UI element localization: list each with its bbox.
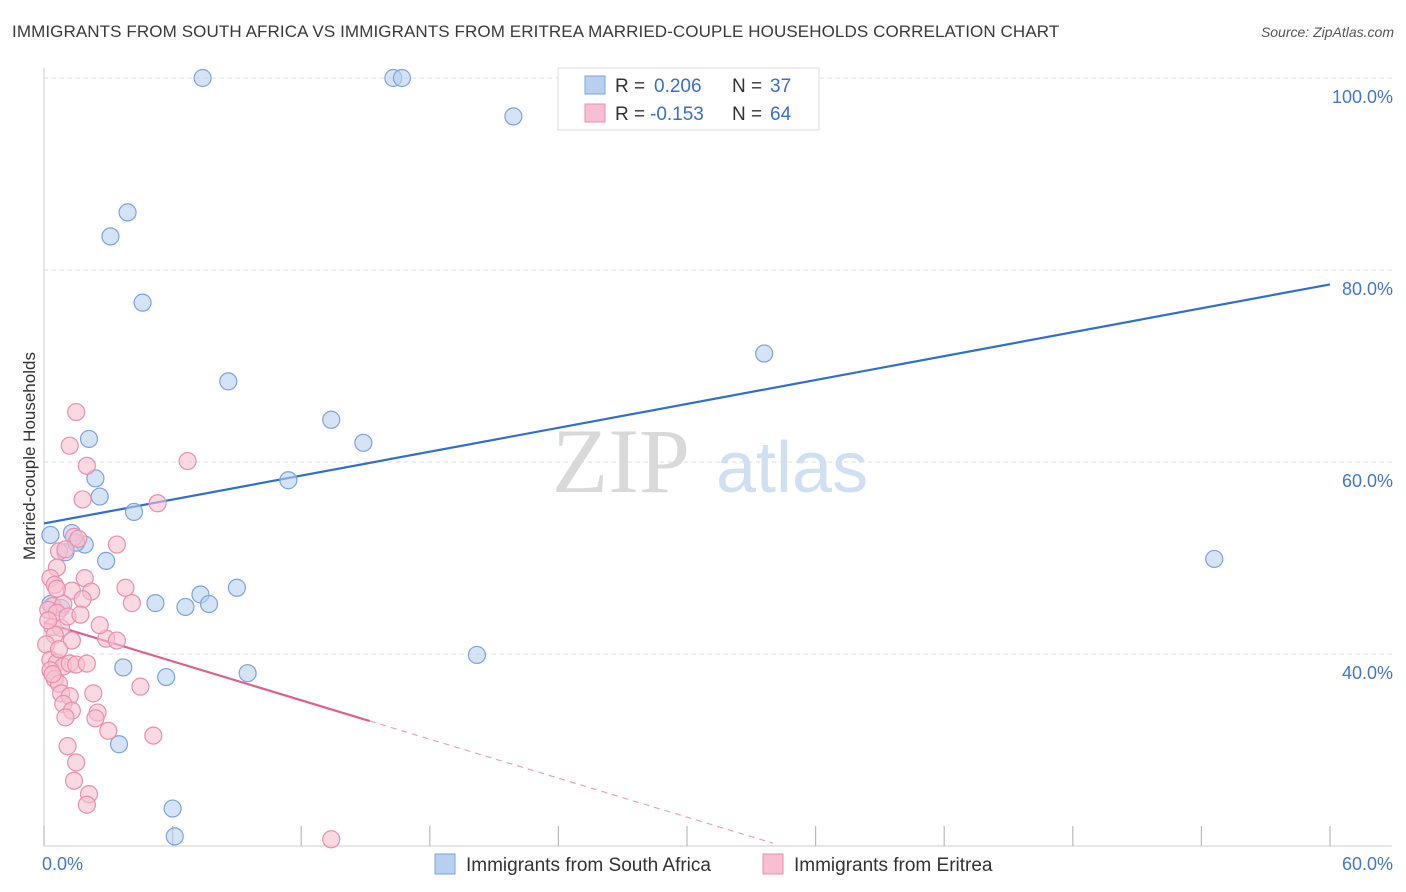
legend-r-label-1: R =	[615, 76, 645, 97]
y-tick-label-100: 100.0%	[1332, 87, 1393, 107]
point-blue-14	[90, 487, 109, 506]
legend-n-value-1: 37	[770, 76, 791, 97]
point-pink-27	[62, 631, 81, 650]
point-pink-56	[322, 830, 341, 849]
chart-source: Source: ZipAtlas.com	[1260, 24, 1394, 40]
point-pink-2	[77, 456, 96, 475]
point-pink-36	[77, 654, 96, 673]
trend-line-extension-pink	[369, 720, 773, 844]
point-blue-5	[101, 227, 120, 246]
legend-n-value-2: 64	[770, 104, 792, 125]
point-blue-11	[79, 429, 99, 449]
point-pink-61	[71, 605, 90, 624]
point-pink-15	[116, 578, 135, 597]
point-pink-18	[73, 590, 92, 609]
point-pink-63	[43, 665, 62, 684]
point-pink-52	[67, 753, 86, 772]
point-blue-3	[504, 107, 523, 126]
point-blue-6	[133, 293, 152, 312]
data-points	[37, 68, 1224, 849]
point-pink-19	[122, 594, 141, 613]
point-blue-36	[165, 827, 184, 846]
watermark: ZIP atlas	[552, 410, 868, 512]
point-pink-47	[56, 708, 75, 727]
legend-n-label-1: N =	[732, 76, 762, 97]
tick-labels: 40.0% 60.0% 80.0% 100.0% 0.0% 60.0%	[42, 87, 1393, 874]
trend-lines	[43, 283, 1331, 844]
legend-r-value-1: 0.206	[654, 76, 702, 97]
point-blue-27	[199, 594, 219, 614]
point-pink-7	[69, 529, 88, 548]
bottom-legend-label-blue: Immigrants from South Africa	[466, 855, 711, 876]
point-blue-26	[176, 597, 195, 617]
bottom-legend: Immigrants from South Africa Immigrants …	[434, 853, 993, 876]
point-pink-49	[99, 721, 118, 740]
point-blue-8	[755, 344, 774, 363]
point-pink-62	[90, 616, 109, 635]
point-pink-8	[107, 535, 126, 554]
point-blue-15	[124, 502, 144, 522]
point-pink-55	[77, 795, 96, 814]
point-pink-60	[49, 640, 69, 659]
point-blue-4	[118, 203, 137, 222]
point-pink-43	[84, 684, 103, 703]
bottom-legend-swatch-pink	[762, 853, 784, 875]
point-pink-51	[58, 737, 77, 756]
x-tick-label-min: 0.0%	[42, 854, 83, 874]
y-axis-label: Married-couple Households	[20, 352, 39, 560]
point-pink-53	[64, 771, 84, 790]
legend-n-label-2: N =	[732, 104, 762, 125]
x-tick-label-max: 60.0%	[1342, 854, 1393, 874]
trend-line-blue	[43, 283, 1331, 525]
point-pink-5	[148, 494, 167, 513]
point-blue-33	[157, 667, 176, 687]
point-blue-16	[41, 525, 60, 545]
chart-title: IMMIGRANTS FROM SOUTH AFRICA VS IMMIGRAN…	[12, 22, 1060, 41]
point-blue-7	[219, 372, 238, 391]
point-blue-21	[97, 551, 116, 570]
y-tick-label-40: 40.0%	[1342, 663, 1393, 683]
point-pink-10	[56, 540, 75, 559]
point-pink-3	[178, 451, 197, 471]
point-blue-30	[467, 645, 487, 665]
point-blue-9	[322, 410, 341, 429]
point-blue-0	[193, 68, 212, 88]
point-blue-35	[163, 799, 182, 818]
point-pink-50	[144, 726, 163, 745]
point-blue-25	[146, 594, 165, 613]
point-blue-32	[238, 664, 257, 683]
point-pink-4	[73, 490, 92, 509]
legend-swatch-pink	[584, 103, 606, 123]
watermark-zip: ZIP	[552, 410, 690, 512]
point-blue-31	[114, 658, 133, 677]
point-blue-23	[227, 578, 246, 597]
point-pink-29	[107, 631, 126, 650]
y-tick-label-80: 80.0%	[1342, 279, 1393, 299]
point-pink-0	[67, 402, 86, 422]
point-pink-40	[131, 677, 150, 696]
point-blue-10	[354, 433, 373, 452]
point-blue-12	[86, 469, 105, 488]
point-pink-57	[39, 611, 58, 630]
point-blue-22	[1205, 549, 1224, 569]
legend-r-label-2: R =	[615, 104, 645, 125]
point-pink-1	[60, 436, 79, 455]
point-pink-48	[86, 709, 105, 728]
point-blue-2	[392, 68, 412, 88]
y-tick-label-60: 60.0%	[1342, 471, 1393, 491]
point-pink-58	[47, 579, 66, 598]
watermark-atlas: atlas	[716, 428, 868, 508]
point-blue-13	[279, 471, 298, 490]
bottom-legend-label-pink: Immigrants from Eritrea	[794, 855, 993, 876]
point-blue-34	[109, 735, 129, 754]
legend-r-value-2: -0.153	[650, 104, 704, 125]
legend-swatch-blue	[584, 75, 606, 95]
legend: R = 0.206 N = 37 R = -0.153 N = 64	[557, 67, 820, 131]
grid	[44, 77, 1392, 655]
bottom-legend-swatch-blue	[434, 853, 456, 875]
